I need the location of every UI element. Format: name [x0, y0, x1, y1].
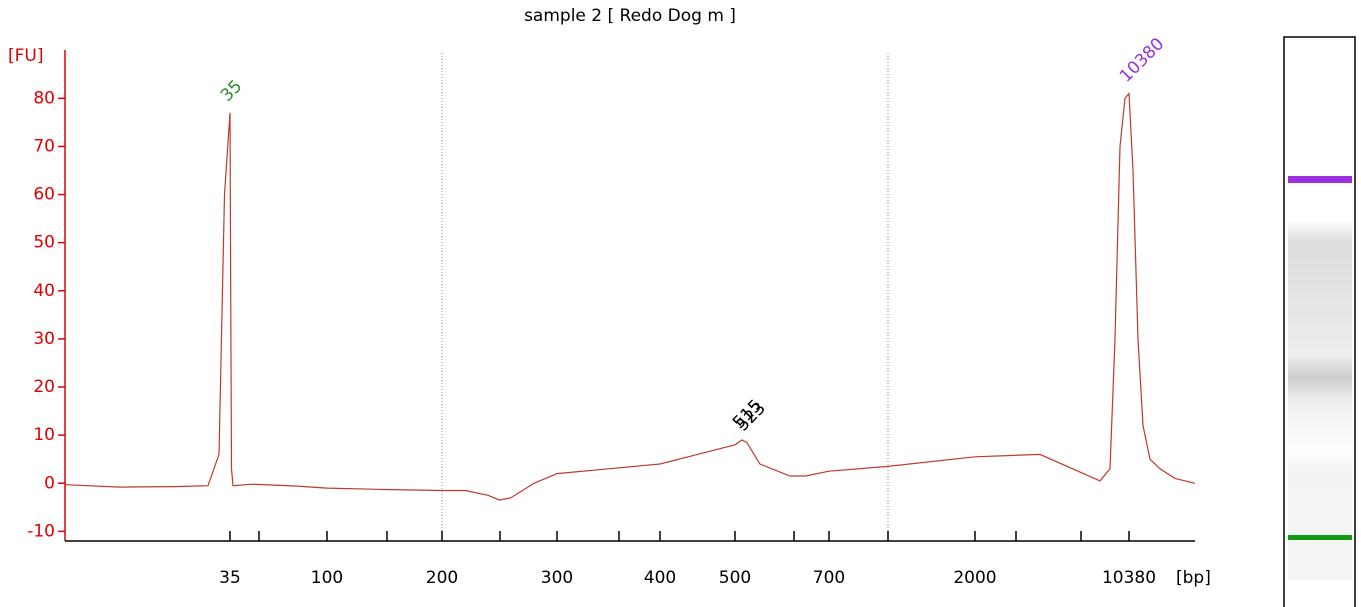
y-tick-label: 0 — [44, 473, 55, 493]
x-tick-label: 300 — [541, 568, 573, 588]
x-tick-label: 2000 — [953, 568, 996, 588]
y-tick-label: 40 — [33, 281, 55, 301]
x-tick-label: 200 — [426, 568, 458, 588]
x-tick-label: 500 — [719, 568, 751, 588]
y-tick-label: 30 — [33, 329, 55, 349]
peak-label: 10380 — [1116, 34, 1168, 86]
x-axis-label: [bp] — [1176, 568, 1211, 588]
y-tick-label: 10 — [33, 425, 55, 445]
x-tick-label: 35 — [219, 568, 241, 588]
chart-title: sample 2 [ Redo Dog m ] — [524, 6, 736, 26]
y-tick-label: -10 — [27, 521, 55, 541]
gel-band — [1288, 535, 1352, 540]
trace — [64, 91, 1196, 501]
y-tick-label: 60 — [33, 185, 55, 205]
y-tick-label: 80 — [33, 88, 55, 108]
y-tick-label: 50 — [33, 233, 55, 253]
peak-label: 35 — [217, 76, 246, 105]
gel-band — [1288, 176, 1352, 183]
gel-lane — [1283, 36, 1356, 607]
y-tick-label: 70 — [33, 136, 55, 156]
x-tick-label: 10380 — [1102, 568, 1156, 588]
peak-label: 523 — [733, 398, 770, 435]
y-tick-label: 20 — [33, 377, 55, 397]
x-tick-label: 400 — [644, 568, 676, 588]
x-tick-label: 700 — [813, 568, 845, 588]
x-tick-label: 100 — [311, 568, 343, 588]
gel-smear — [1288, 130, 1352, 580]
y-axis-label: [FU] — [8, 46, 44, 66]
